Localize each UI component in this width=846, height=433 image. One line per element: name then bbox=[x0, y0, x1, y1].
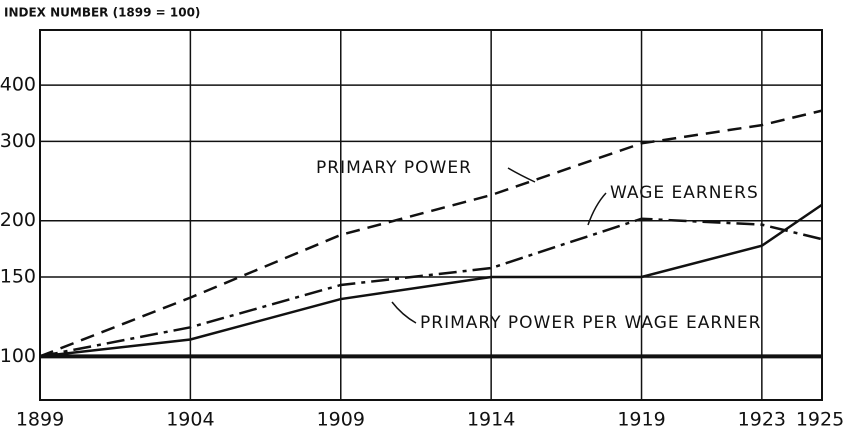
x-tick-label: 1899 bbox=[16, 409, 64, 431]
series-line bbox=[39, 217, 823, 358]
series-line bbox=[39, 109, 823, 358]
label-arrow bbox=[507, 167, 536, 183]
y-tick-label: 300 bbox=[0, 130, 36, 152]
series-label: WAGE EARNERS bbox=[610, 183, 759, 203]
series-label: PRIMARY POWER bbox=[316, 158, 472, 178]
x-tick-label: 1904 bbox=[166, 409, 214, 431]
series-label: PRIMARY POWER PER WAGE EARNER bbox=[420, 313, 761, 333]
y-tick-label: 400 bbox=[0, 74, 36, 96]
label-arrow bbox=[391, 301, 417, 324]
x-tick-label: 1914 bbox=[467, 409, 515, 431]
y-axis-label: INDEX NUMBER (1899 = 100) bbox=[4, 6, 200, 20]
x-tick-label: 1925 bbox=[796, 409, 844, 431]
y-tick-label: 200 bbox=[0, 209, 36, 231]
y-tick-label: 100 bbox=[0, 345, 36, 367]
x-tick-label: 1919 bbox=[617, 409, 665, 431]
label-arrow bbox=[587, 192, 607, 226]
x-tick-label: 1909 bbox=[317, 409, 365, 431]
series-line bbox=[39, 203, 823, 358]
x-tick-label: 1923 bbox=[738, 409, 786, 431]
y-tick-label: 150 bbox=[0, 265, 36, 287]
